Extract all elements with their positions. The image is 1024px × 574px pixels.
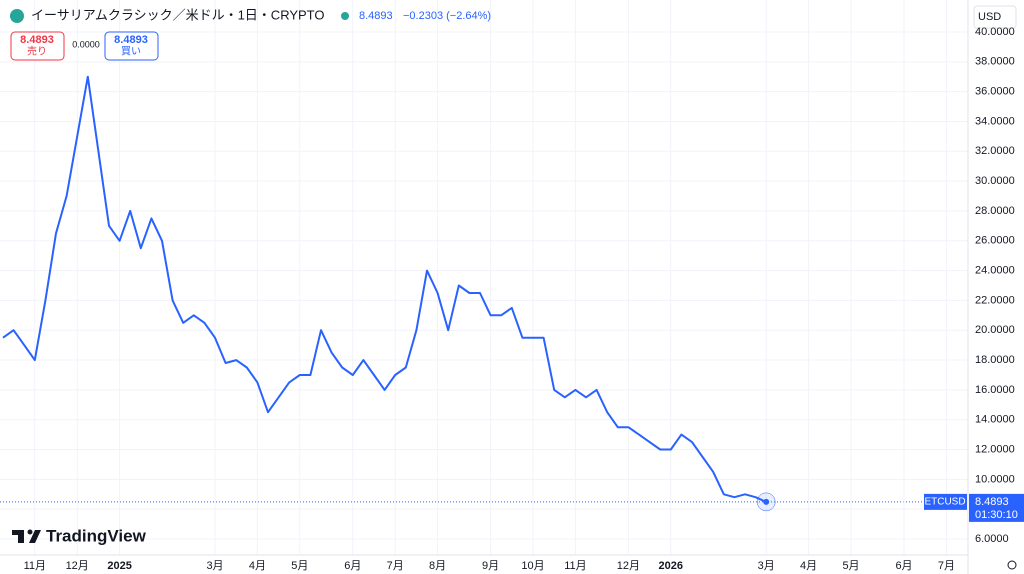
x-tick-label: 12月	[66, 560, 89, 572]
y-tick-label: 14.0000	[975, 414, 1015, 426]
price-label-bg	[969, 493, 1024, 522]
spread: 0.0000	[72, 39, 100, 49]
y-tick-label: 18.0000	[975, 354, 1015, 366]
x-tick-label: 5月	[842, 560, 859, 572]
y-tick-label: 20.0000	[975, 324, 1015, 336]
x-tick-label: 12月	[617, 560, 640, 572]
countdown-label: 01:30:10	[975, 509, 1018, 521]
y-tick-label: 32.0000	[975, 145, 1015, 157]
sell-button[interactable]	[10, 31, 65, 61]
x-tick-label: 3月	[206, 560, 223, 572]
price-line	[2, 75, 767, 503]
y-tick-label: 34.0000	[975, 115, 1015, 127]
y-tick-label: 40.0000	[975, 26, 1015, 38]
y-tick-label: 36.0000	[975, 86, 1015, 98]
market-status	[341, 12, 349, 20]
symbol-label-bg	[924, 493, 967, 510]
x-tick-label: 4月	[249, 560, 266, 572]
x-tick-label: 8月	[429, 560, 446, 572]
x-tick-label: 4月	[800, 560, 817, 572]
x-tick-label: 9月	[482, 560, 499, 572]
currency[interactable]: USD	[978, 11, 1001, 23]
y-tick-label: 26.0000	[975, 235, 1015, 247]
x-tick-label: 3月	[758, 560, 775, 572]
y-tick-label: 6.0000	[975, 533, 1009, 545]
x-tick-label: 11月	[564, 560, 586, 572]
y-tick-label: 12.0000	[975, 443, 1015, 455]
buy-button[interactable]	[104, 31, 159, 61]
y-tick-label: 24.0000	[975, 264, 1015, 276]
x-tick-label: 7月	[387, 560, 404, 572]
x-tick-label: 7月	[938, 560, 955, 572]
y-tick-label: 30.0000	[975, 175, 1015, 187]
x-tick-label: 11月	[24, 560, 46, 572]
y-tick-label: 16.0000	[975, 384, 1015, 396]
symbol-label: ETCUSD	[924, 497, 965, 508]
x-tick-label: 5月	[291, 560, 308, 572]
y-tick-label: 10.0000	[975, 473, 1015, 485]
last-point	[763, 498, 770, 505]
price-label: 8.4893	[975, 496, 1009, 508]
symbol-title: イーサリアムクラシック／米ドル・1日・CRYPTO	[31, 7, 325, 22]
buy-label[interactable]: 買い	[121, 46, 141, 58]
sell-price[interactable]: 8.4893	[20, 34, 54, 46]
symbol-logo	[10, 9, 24, 23]
currency-button[interactable]	[973, 5, 1017, 29]
brand-logo	[12, 529, 41, 543]
settings-icon[interactable]	[1007, 560, 1017, 570]
y-tick-label: 28.0000	[975, 205, 1015, 217]
x-tick-label: 10月	[521, 560, 544, 572]
x-tick-label: 2026	[659, 560, 683, 572]
y-tick-label: 38.0000	[975, 56, 1015, 68]
y-tick-label: 22.0000	[975, 294, 1015, 306]
x-tick-label: 6月	[895, 560, 912, 572]
sell-label[interactable]: 売り	[27, 45, 47, 58]
header-change: −0.2303 (−2.64%)	[403, 10, 491, 22]
brand-name: TradingView	[46, 526, 147, 545]
x-tick-label: 6月	[344, 560, 361, 572]
buy-price[interactable]: 8.4893	[114, 34, 148, 46]
header-price: 8.4893	[359, 10, 393, 22]
x-tick-label: 2025	[107, 560, 131, 572]
